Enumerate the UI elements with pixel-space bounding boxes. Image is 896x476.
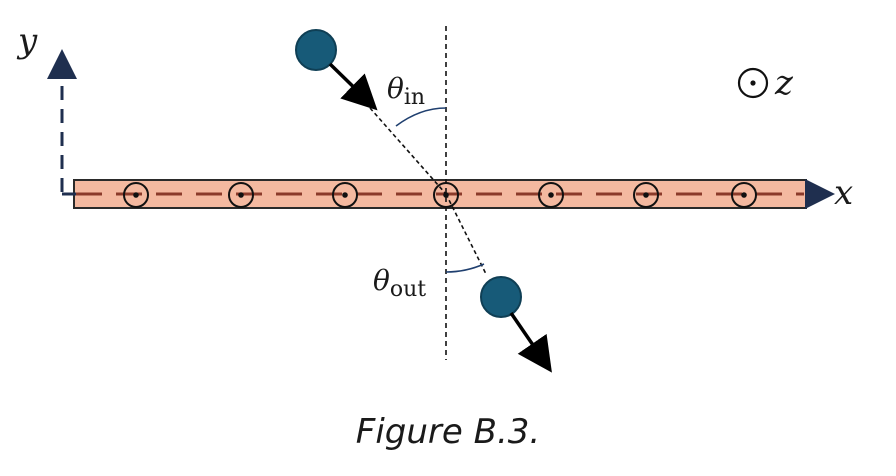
theta-out-symbol: θ xyxy=(373,264,390,297)
x-axis-label: x xyxy=(834,173,853,213)
theta-in-arc xyxy=(395,107,447,127)
circle-dot-icon xyxy=(737,67,769,99)
theta-out-subscript: out xyxy=(390,277,426,302)
circle-dot-icon xyxy=(731,182,757,208)
circle-dot-icon xyxy=(538,182,564,208)
theta-in-symbol: θ xyxy=(387,72,404,105)
z-axis-label: z xyxy=(774,63,794,103)
figure-caption: Figure B.3. xyxy=(355,412,541,452)
circle-dot-icon xyxy=(633,182,659,208)
theta-in-subscript: in xyxy=(404,85,425,110)
z-axis-indicator: z xyxy=(737,63,794,103)
incoming-velocity-arrow xyxy=(328,62,378,111)
ball-icon xyxy=(480,276,522,318)
outgoing-velocity-arrow xyxy=(509,312,552,373)
ball-icon xyxy=(295,29,337,71)
circle-dot-icon xyxy=(332,182,358,208)
theta-in-label: θin xyxy=(387,72,425,110)
theta-out-label: θout xyxy=(373,264,426,302)
incoming-path-dashed xyxy=(369,107,447,195)
outgoing-path-dashed xyxy=(445,193,487,275)
circle-dot-icon xyxy=(123,182,149,208)
theta-out-arc xyxy=(445,263,485,273)
circle-dot-icon xyxy=(228,182,254,208)
y-axis-label: y xyxy=(16,21,38,61)
